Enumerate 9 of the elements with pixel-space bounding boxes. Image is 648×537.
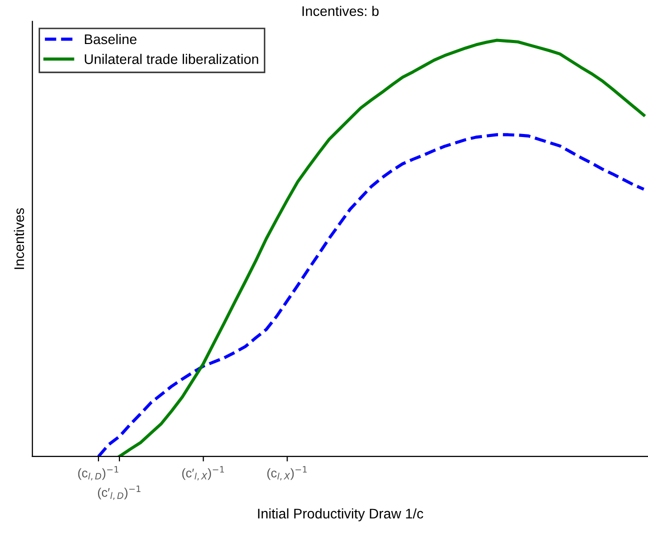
x-tick-label: (c$_{l,D}$)$^{−1}$ <box>78 466 118 480</box>
x-tick-label: (c′$_{l,D}$)$^{−1}$ <box>98 486 140 500</box>
x-axis-title: Initial Productivity Draw 1/c <box>258 508 424 522</box>
chart-title: Incentives: b <box>302 6 379 16</box>
legend-label: Unilateral trade liberalization <box>84 54 258 64</box>
x-tick-label: (c′$_{l,X}$)$^{−1}$ <box>182 466 224 480</box>
y-axis-title: Incentives <box>14 208 24 269</box>
legend-label: Baseline <box>84 34 136 44</box>
x-tick-label: (c$_{l,X}$)$^{−1}$ <box>267 466 307 480</box>
